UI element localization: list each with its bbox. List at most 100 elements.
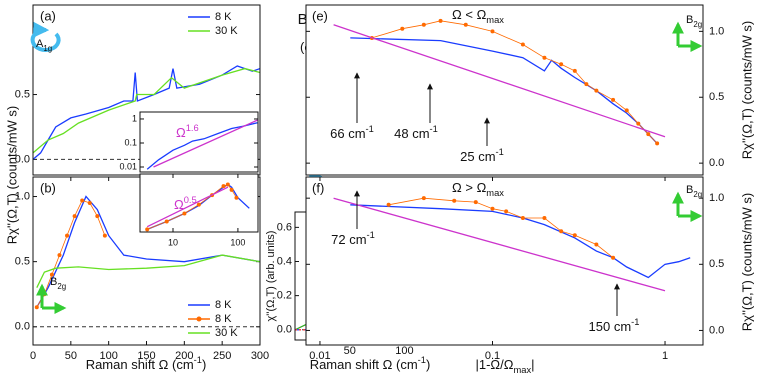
y-tick-label: 0.0	[709, 324, 724, 336]
superscript: 1.6	[186, 123, 199, 133]
subscript: 2g	[693, 20, 702, 29]
data-point	[542, 216, 547, 221]
annotation: 48 cm-1	[394, 124, 438, 141]
plot-area	[333, 196, 691, 292]
legend-label: 8 K	[215, 299, 232, 311]
plot-area	[33, 195, 260, 328]
panel-label: (f)	[312, 180, 324, 195]
data-point	[34, 305, 39, 310]
data-point	[229, 187, 234, 192]
superscript: -1	[418, 355, 426, 365]
y-axis-label: Rχ''(Ω,T) (counts/mW s)	[4, 106, 19, 245]
text-part: |1-Ω/Ω	[475, 357, 513, 372]
text-part: Raman shift Ω (cm	[310, 357, 418, 372]
text-part: 150 cm	[589, 319, 632, 334]
data-point	[221, 184, 226, 189]
data-point	[646, 132, 651, 137]
superscript: -1	[194, 355, 202, 365]
data-point	[611, 255, 616, 260]
data-point	[438, 18, 443, 23]
plot-background	[140, 112, 258, 172]
x-tick-label: 200	[175, 350, 193, 362]
text-part: 25 cm	[460, 149, 495, 164]
data-point	[87, 201, 92, 206]
data-line	[350, 204, 691, 279]
annotation: 25 cm-1	[460, 147, 504, 164]
y-tick-label: 1.0	[15, 190, 30, 202]
y-tick-label: 0.5	[15, 256, 30, 268]
annotation: 150 cm-1	[589, 317, 640, 334]
data-point	[164, 219, 169, 224]
data-point	[520, 42, 525, 47]
data-point	[80, 198, 85, 203]
y-axis-label: Rχ''(Ω,T) (counts/mW s)	[739, 21, 754, 160]
data-point	[624, 108, 629, 113]
data-line	[36, 199, 106, 308]
data-line	[388, 197, 614, 259]
data-point	[594, 88, 599, 93]
data-point	[559, 62, 564, 67]
subscript: 2g	[57, 282, 66, 291]
data-point	[145, 227, 150, 232]
data-line	[146, 122, 258, 170]
legend-label: 8 K	[215, 313, 232, 325]
data-point	[463, 22, 468, 27]
plot-area	[333, 18, 666, 146]
superscript: -1	[366, 124, 374, 134]
legend-label: 8 K	[215, 11, 232, 23]
y-tick-label: 0.5	[709, 91, 724, 103]
y-tick-label: 1.0	[709, 25, 724, 37]
data-point	[57, 253, 62, 258]
text-part: B	[686, 14, 693, 26]
data-point	[225, 182, 230, 187]
data-point	[95, 214, 100, 219]
data-point	[72, 214, 77, 219]
y-tick-label: 0.6	[277, 221, 292, 233]
y-tick-label: 0.0	[15, 321, 30, 333]
x-tick-label: 100	[395, 345, 413, 357]
symmetry-label: B2g	[686, 14, 702, 29]
x-tick-label: 0	[30, 350, 36, 362]
x-tick-label: 1	[662, 350, 668, 362]
superscript: -1	[367, 230, 375, 240]
subscript: 1g	[43, 44, 52, 53]
plot-frame	[139, 173, 259, 233]
text-part: B	[50, 276, 57, 288]
text-part: )	[202, 357, 206, 372]
data-point	[196, 202, 201, 207]
data-point	[65, 233, 70, 238]
data-point	[611, 97, 616, 102]
data-point	[572, 68, 577, 73]
data-point	[542, 55, 547, 60]
text-part: |	[531, 357, 534, 372]
text-part: A	[36, 38, 44, 50]
data-line	[153, 119, 258, 168]
data-line	[333, 197, 666, 292]
text-part: 48 cm	[394, 126, 429, 141]
symmetry-label: A1g	[36, 38, 52, 53]
text-part: Ω > Ω	[452, 180, 487, 195]
y-tick-label: 1.0	[709, 192, 724, 204]
y-tick-label: 0.5	[709, 258, 724, 270]
data-line	[36, 195, 260, 308]
text-part: Raman shift Ω (cm	[86, 357, 194, 372]
panel-title: Ω < Ωmax	[452, 7, 504, 25]
text-part: Ω	[176, 125, 186, 140]
text-part: 72 cm	[331, 232, 366, 247]
superscript: -1	[430, 124, 438, 134]
plot-background	[306, 5, 703, 175]
plot-background	[306, 177, 703, 345]
superscript: -1	[496, 147, 504, 157]
data-point	[49, 272, 54, 277]
y-tick-label: 0.1	[124, 137, 137, 147]
data-point	[490, 206, 495, 211]
data-point	[452, 198, 457, 203]
subscript: max	[513, 365, 531, 375]
panel-label: (a)	[40, 8, 56, 23]
legend-label: 30 K	[215, 327, 238, 339]
data-point	[400, 26, 405, 31]
y-tick-label: 0.0	[277, 324, 292, 336]
x-tick-label: 100	[99, 350, 117, 362]
data-point	[504, 209, 509, 214]
